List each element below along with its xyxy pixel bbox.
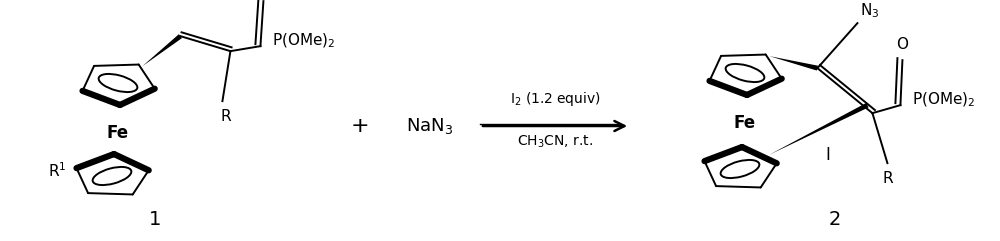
Text: 1: 1	[149, 210, 161, 229]
Text: CH$_3$CN, r.t.: CH$_3$CN, r.t.	[517, 134, 593, 150]
Text: R: R	[882, 171, 893, 186]
Polygon shape	[769, 103, 869, 155]
Text: Fe: Fe	[734, 114, 756, 132]
Text: P(OMe)$_2$: P(OMe)$_2$	[272, 32, 336, 50]
Text: +: +	[351, 116, 369, 136]
Text: R$^1$: R$^1$	[48, 162, 66, 180]
Text: O: O	[896, 37, 908, 52]
Text: 2: 2	[829, 210, 841, 229]
Text: N$_3$: N$_3$	[860, 1, 880, 20]
Text: I: I	[826, 146, 831, 163]
Text: P(OMe)$_2$: P(OMe)$_2$	[912, 91, 976, 109]
Polygon shape	[769, 56, 818, 71]
Text: Fe: Fe	[107, 124, 129, 142]
Text: R: R	[220, 109, 231, 124]
Polygon shape	[142, 34, 182, 66]
Text: NaN$_3$: NaN$_3$	[406, 116, 454, 136]
Text: I$_2$ (1.2 equiv): I$_2$ (1.2 equiv)	[510, 90, 600, 108]
